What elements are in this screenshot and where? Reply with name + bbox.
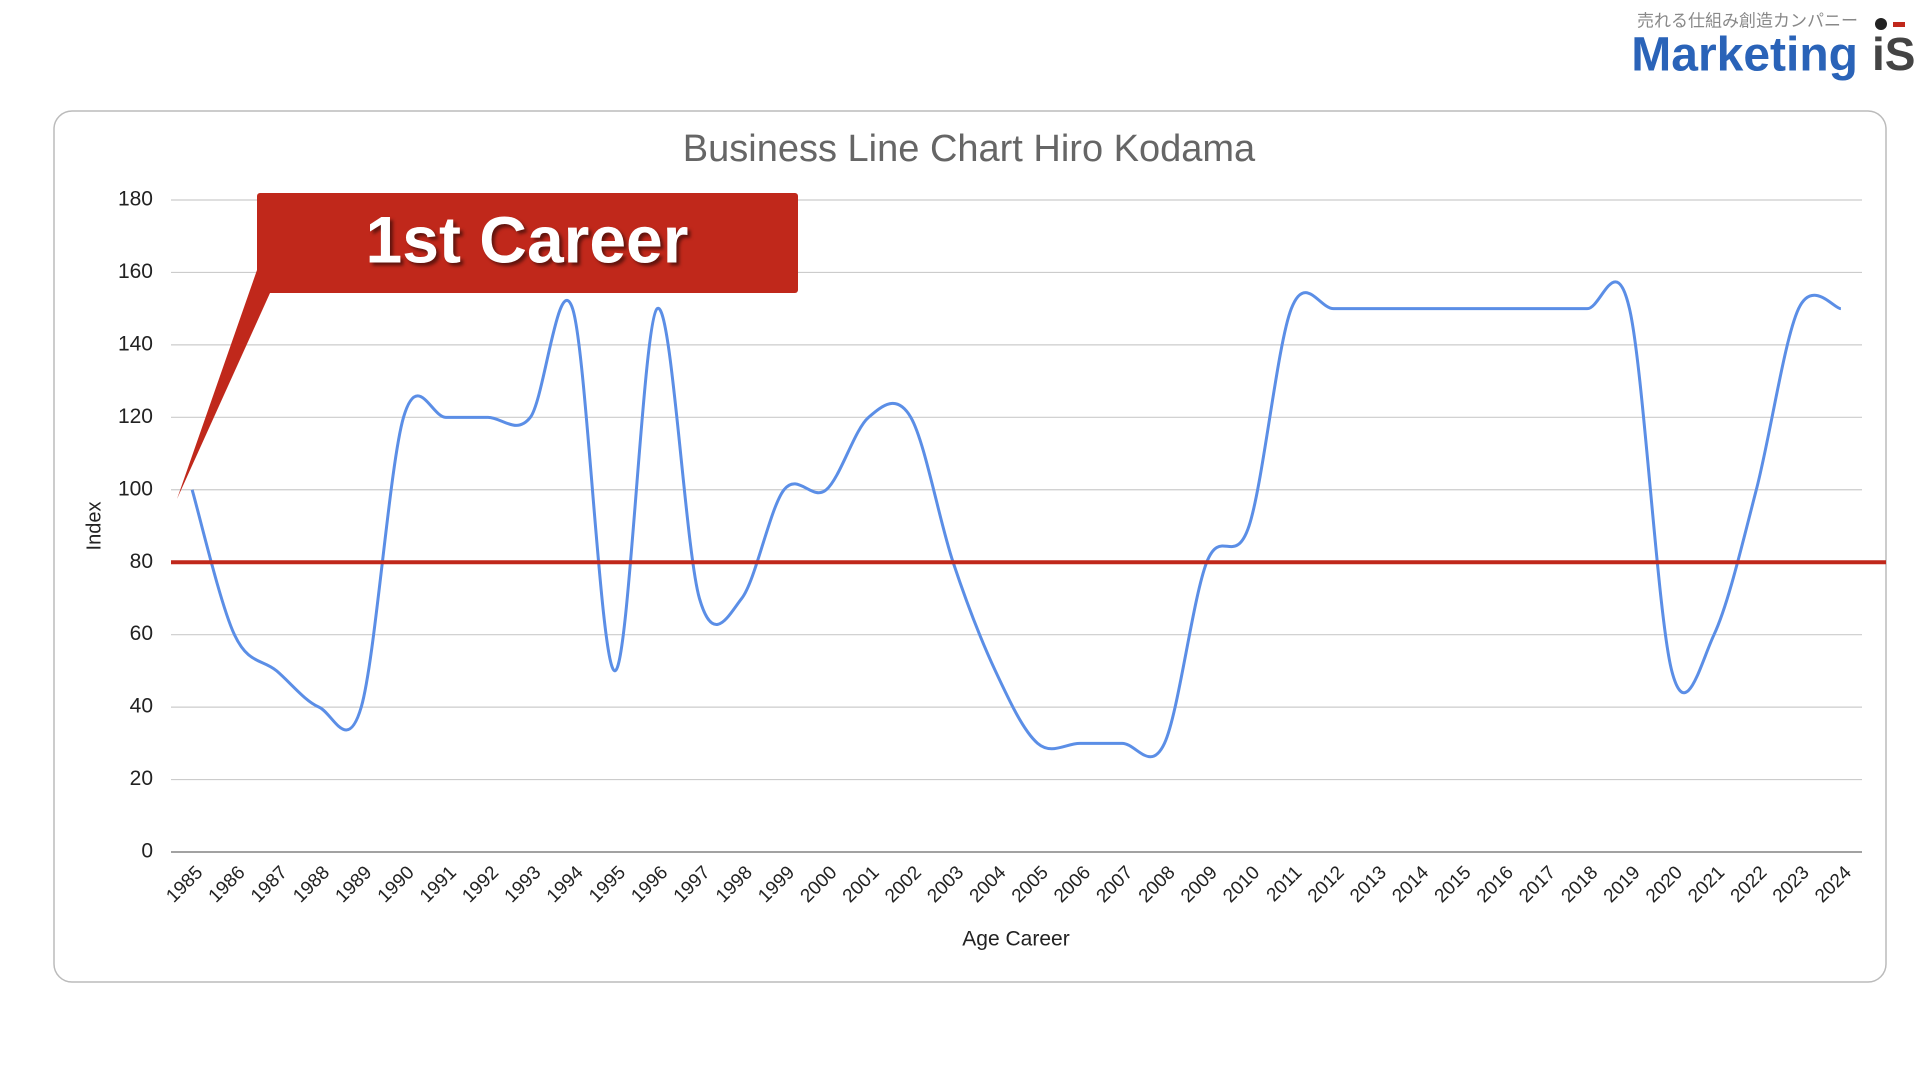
chart-card — [53, 110, 1887, 983]
brand-dash — [1893, 22, 1905, 27]
brand-tagline: 売れる仕組み創造カンパニー — [1637, 11, 1858, 30]
y-tick-label: 20 — [130, 767, 153, 790]
callout-box — [257, 193, 798, 293]
y-tick-label: 100 — [118, 477, 153, 500]
y-tick-label: 160 — [118, 260, 153, 283]
y-tick-label: 80 — [130, 550, 153, 573]
callout-pointer — [177, 270, 270, 499]
brand-name: Marketing — [1631, 29, 1858, 82]
chart-title: Business Line Chart Hiro Kodama — [683, 128, 1256, 170]
brand-mark: iS — [1872, 28, 1915, 80]
y-axis-label: Index — [83, 502, 105, 551]
y-tick-label: 0 — [141, 840, 153, 863]
callout-text: 1st Career — [366, 202, 689, 276]
data-line — [190, 280, 1842, 759]
x-axis-label: Age Career — [962, 928, 1069, 951]
y-tick-label: 120 — [118, 405, 153, 428]
y-tick-label: 180 — [118, 188, 153, 211]
y-tick-label: 140 — [118, 332, 153, 355]
brand-dot — [1875, 18, 1887, 30]
y-tick-label: 40 — [130, 695, 153, 718]
y-tick-label: 60 — [130, 622, 153, 645]
